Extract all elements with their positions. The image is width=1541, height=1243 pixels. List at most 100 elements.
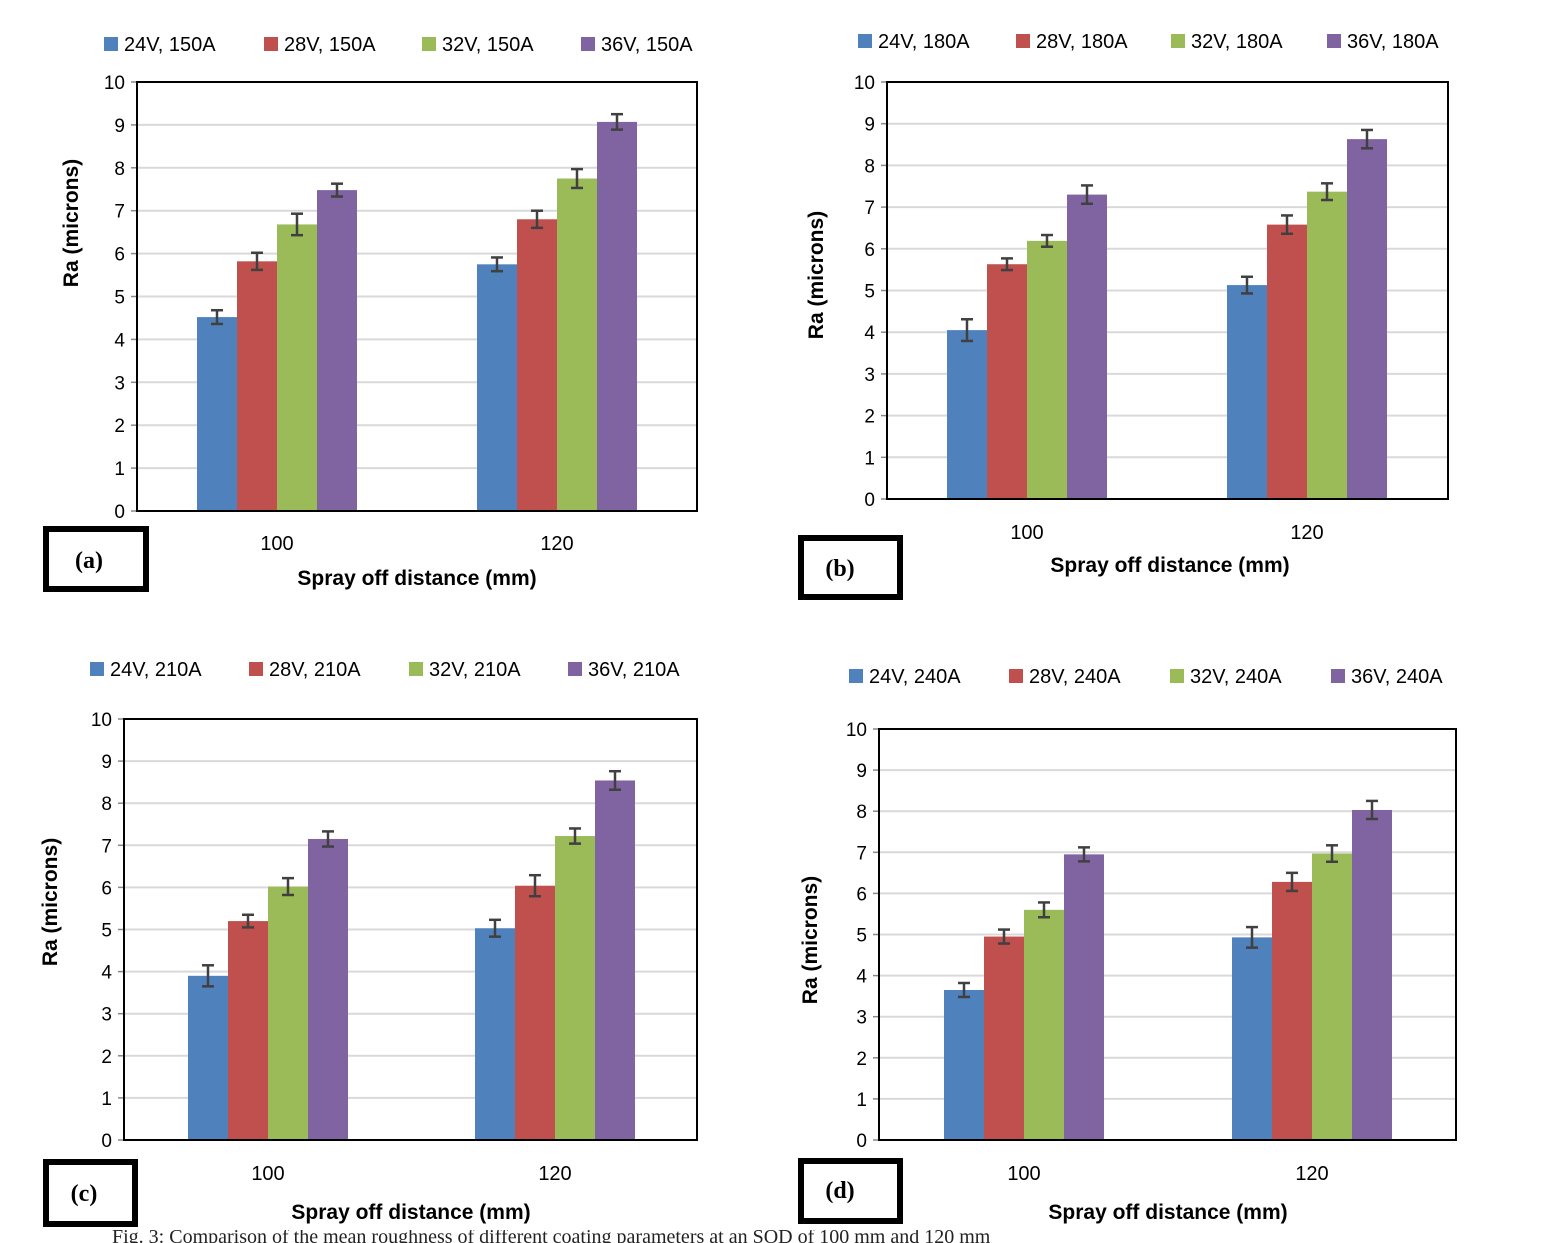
bar	[1064, 854, 1104, 1140]
bar	[197, 317, 237, 511]
bar	[984, 936, 1024, 1140]
bar	[595, 780, 635, 1140]
caption-strip: Fig. 3: Comparison of the mean roughness…	[0, 1230, 1541, 1243]
bar	[1027, 240, 1067, 499]
legend-swatch	[1171, 34, 1185, 48]
y-tick-label: 1	[114, 459, 125, 480]
plot-frame	[878, 728, 1457, 1141]
y-axis-title: Ra (microns)	[39, 838, 62, 966]
y-axis-title: Ra (microns)	[60, 159, 83, 287]
panel-label: (a)	[75, 548, 103, 574]
x-axis-title: Spray off distance (mm)	[291, 1201, 530, 1224]
panel-label: (d)	[825, 1178, 854, 1204]
y-tick-label: 9	[114, 116, 125, 137]
bar	[1307, 191, 1347, 499]
panel-label-box	[798, 1158, 903, 1224]
legend-label: 36V, 150A	[601, 34, 693, 56]
bar	[475, 928, 515, 1140]
y-tick-label: 6	[114, 245, 125, 266]
y-tick-label: 8	[114, 159, 125, 180]
y-tick-label: 5	[864, 282, 875, 303]
error-bar	[958, 981, 970, 999]
legend-swatch	[422, 37, 436, 51]
error-bar	[491, 256, 503, 273]
error-bar	[211, 308, 223, 326]
error-bar	[202, 964, 214, 988]
error-bar	[1038, 901, 1050, 919]
panel-label-box	[43, 526, 149, 592]
y-tick-label: 7	[864, 198, 875, 219]
x-tick-label: 120	[538, 1163, 571, 1185]
y-tick-label: 4	[114, 330, 125, 351]
legend-swatch	[568, 662, 582, 676]
legend-label: 36V, 210A	[588, 659, 680, 681]
legend-label: 32V, 210A	[429, 659, 521, 681]
y-tick-label: 0	[101, 1131, 112, 1152]
bar	[1067, 194, 1107, 499]
y-tick-label: 10	[846, 720, 867, 741]
y-tick-label: 4	[101, 963, 112, 984]
legend-label: 36V, 180A	[1347, 31, 1439, 53]
legend-swatch	[264, 37, 278, 51]
legend-swatch	[1009, 669, 1023, 683]
y-tick-label: 7	[114, 202, 125, 223]
error-bar	[531, 209, 543, 230]
y-axis-title: Ra (microns)	[805, 211, 828, 339]
error-bar	[961, 318, 973, 343]
legend-swatch	[1016, 34, 1030, 48]
y-tick-label: 7	[101, 836, 112, 857]
bar	[1347, 139, 1387, 499]
y-tick-label: 5	[856, 926, 867, 947]
error-bar	[242, 913, 254, 929]
legend-label: 24V, 180A	[878, 31, 970, 53]
legend-label: 28V, 240A	[1029, 666, 1121, 688]
error-bar	[1366, 799, 1378, 821]
bar	[477, 264, 517, 511]
bar	[1267, 224, 1307, 499]
legend-label: 36V, 240A	[1351, 666, 1443, 688]
error-bar	[251, 251, 263, 272]
error-bar	[1041, 233, 1053, 248]
legend-swatch	[249, 662, 263, 676]
error-bar	[571, 167, 583, 190]
y-tick-label: 6	[864, 240, 875, 261]
y-axis-title: Ra (microns)	[799, 876, 822, 1004]
y-tick-label: 7	[856, 843, 867, 864]
y-tick-label: 6	[856, 884, 867, 905]
error-bar	[611, 112, 623, 131]
y-tick-label: 9	[101, 752, 112, 773]
bar	[268, 886, 308, 1140]
y-tick-label: 3	[856, 1008, 867, 1029]
error-bar	[1326, 844, 1338, 864]
error-bar	[1321, 182, 1333, 202]
bar	[987, 264, 1027, 499]
legend-swatch	[1331, 669, 1345, 683]
bar	[1352, 809, 1392, 1140]
y-tick-label: 1	[856, 1090, 867, 1111]
x-tick-label: 120	[1295, 1163, 1328, 1185]
error-bar	[1246, 925, 1258, 949]
legend-swatch	[104, 37, 118, 51]
bar	[1312, 853, 1352, 1140]
y-tick-label: 2	[101, 1047, 112, 1068]
y-tick-label: 3	[114, 373, 125, 394]
error-bar	[331, 182, 343, 198]
error-bar	[529, 873, 541, 898]
bar	[228, 921, 268, 1140]
y-tick-label: 9	[864, 115, 875, 136]
legend-label: 24V, 240A	[869, 666, 961, 688]
plot-frame	[886, 81, 1449, 500]
legend-swatch	[858, 34, 872, 48]
chart-panel-d: 0 1 2 3 4 5 6 7 8 9 10 100 120 Spray off distance (mm…	[798, 666, 1457, 1224]
x-axis-title: Spray off distance (mm)	[1050, 554, 1289, 577]
error-bar	[489, 918, 501, 938]
bar	[947, 330, 987, 499]
panel-label-box	[43, 1159, 138, 1227]
error-bar	[1286, 871, 1298, 893]
x-tick-label: 120	[1290, 522, 1323, 544]
y-tick-label: 10	[91, 710, 112, 731]
legend-swatch	[409, 662, 423, 676]
legend-label: 32V, 180A	[1191, 31, 1283, 53]
y-tick-label: 4	[856, 967, 867, 988]
bar	[597, 121, 637, 511]
